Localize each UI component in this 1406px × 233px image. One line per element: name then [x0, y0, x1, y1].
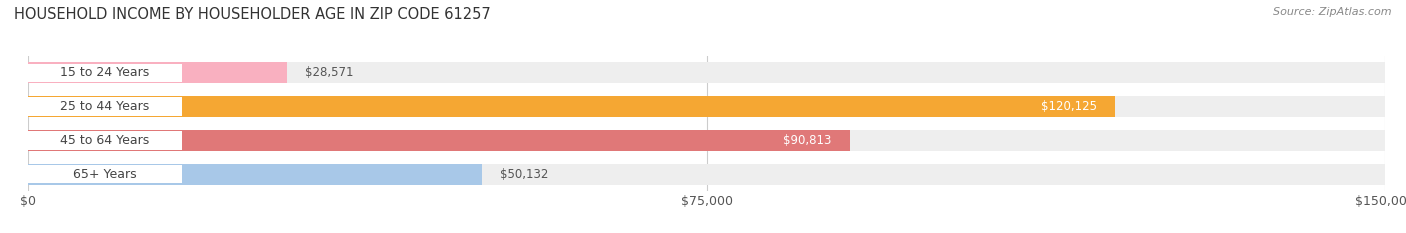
- Bar: [28, 164, 482, 185]
- Text: $90,813: $90,813: [783, 134, 831, 147]
- Text: 65+ Years: 65+ Years: [73, 168, 136, 181]
- Text: Source: ZipAtlas.com: Source: ZipAtlas.com: [1274, 7, 1392, 17]
- Bar: [28, 62, 1385, 83]
- Bar: [28, 96, 1385, 117]
- Bar: [28, 64, 181, 82]
- Text: 25 to 44 Years: 25 to 44 Years: [60, 100, 149, 113]
- Bar: [28, 130, 1385, 151]
- Bar: [28, 130, 849, 151]
- Text: 15 to 24 Years: 15 to 24 Years: [60, 66, 149, 79]
- Text: $120,125: $120,125: [1040, 100, 1097, 113]
- Bar: [28, 165, 181, 183]
- Text: HOUSEHOLD INCOME BY HOUSEHOLDER AGE IN ZIP CODE 61257: HOUSEHOLD INCOME BY HOUSEHOLDER AGE IN Z…: [14, 7, 491, 22]
- Bar: [28, 164, 1385, 185]
- Bar: [28, 96, 1115, 117]
- Text: 45 to 64 Years: 45 to 64 Years: [60, 134, 149, 147]
- Bar: [28, 62, 287, 83]
- Bar: [28, 97, 181, 116]
- Bar: [28, 131, 181, 150]
- Text: $50,132: $50,132: [499, 168, 548, 181]
- Text: $28,571: $28,571: [305, 66, 353, 79]
